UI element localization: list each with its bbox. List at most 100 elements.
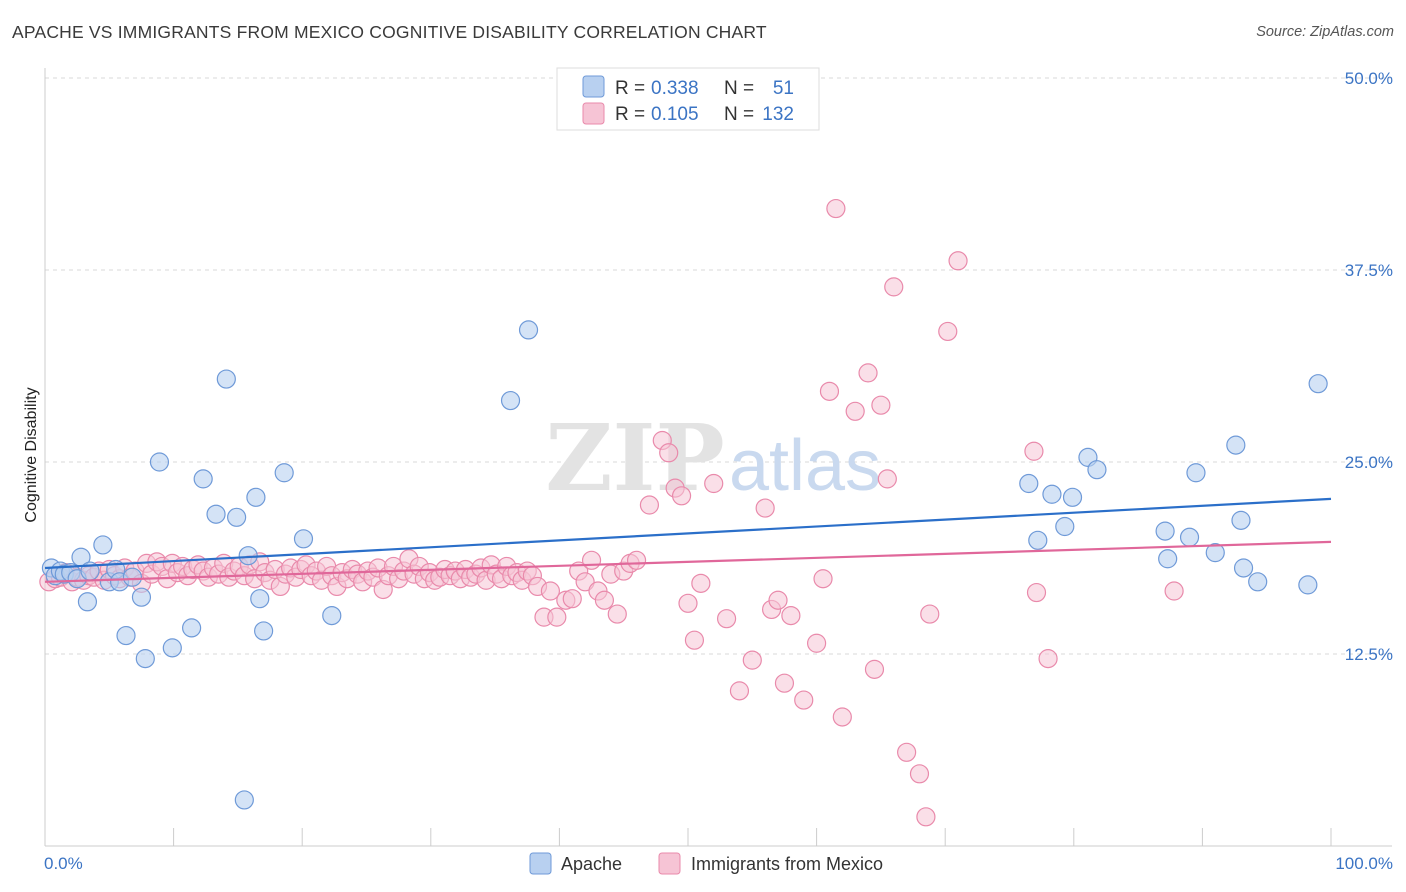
apache-point — [162, 638, 182, 658]
apache-point — [1298, 575, 1318, 595]
apache-point — [1028, 530, 1048, 550]
apache-point — [1158, 549, 1178, 569]
mexico-point — [540, 581, 560, 601]
apache-point — [122, 567, 143, 587]
apache-point — [246, 487, 266, 507]
legend: R = 0.338 N = 51 R = 0.105 N = 132 — [556, 67, 820, 131]
apache-point — [116, 625, 136, 646]
mexico-point — [1026, 582, 1047, 603]
apache-point — [206, 504, 226, 524]
apache-point — [131, 587, 152, 607]
apache-point — [1062, 487, 1083, 507]
apache-point — [1231, 510, 1251, 530]
mexico-point — [794, 690, 814, 710]
apache-point — [1226, 435, 1246, 455]
apache-point — [93, 535, 113, 555]
mexico-point — [671, 486, 692, 506]
legend-r-value-1: 0.338 — [651, 78, 699, 99]
mexico-point — [742, 650, 762, 670]
legend-r-label-1: R = — [615, 78, 645, 99]
mexico-point — [659, 443, 679, 463]
mexico-point — [938, 321, 958, 342]
watermark: ZIP atlas — [545, 404, 881, 512]
apache-point — [322, 605, 342, 626]
apache-point — [193, 469, 213, 489]
watermark-zip: ZIP — [545, 404, 724, 512]
apache-point — [1042, 484, 1062, 504]
apache-point — [518, 320, 539, 340]
legend-n-value-2: 132 — [762, 104, 794, 125]
apache-point — [250, 589, 270, 609]
mexico-point — [813, 569, 833, 589]
mexico-point — [581, 550, 602, 570]
mexico-point — [871, 395, 891, 415]
mexico-point — [916, 807, 936, 827]
mexico-point — [626, 550, 647, 570]
apache-point — [1179, 527, 1200, 547]
gridlines — [45, 77, 1392, 655]
apache-point — [1019, 473, 1039, 494]
axes — [44, 68, 1392, 847]
legend-r-value-2: 0.105 — [651, 104, 699, 125]
mexico-point — [639, 495, 660, 515]
apache-point — [1248, 572, 1268, 592]
mexico-point — [774, 673, 795, 693]
series-apache — [41, 320, 1328, 810]
mexico-point — [826, 198, 846, 219]
mexico-point — [594, 590, 615, 610]
mexico-point — [678, 593, 698, 613]
series-immigrants-from-mexico — [39, 198, 1184, 827]
bottom-legend: Apache Immigrants from Mexico — [529, 852, 883, 875]
legend-swatch-mexico — [582, 102, 605, 125]
apache-point — [1233, 558, 1254, 578]
legend-n-label-2: N = — [724, 104, 754, 125]
apache-point — [234, 790, 254, 810]
legend-swatch-apache — [582, 75, 605, 98]
bottom-legend-apache: Apache — [561, 854, 622, 874]
watermark-atlas: atlas — [729, 426, 881, 506]
mexico-point — [607, 604, 627, 624]
mexico-point — [832, 707, 852, 727]
tick-labels: 12.5% 25.0% 37.5% 50.0% 0.0% 100.0% — [44, 69, 1393, 873]
apache-point — [254, 621, 274, 641]
mexico-point — [1164, 581, 1184, 601]
mexico-trend-line — [44, 540, 1332, 583]
bottom-legend-swatch-apache — [529, 852, 552, 875]
y-tick-label: 37.5% — [1345, 261, 1393, 280]
apache-point — [149, 452, 170, 472]
bottom-legend-swatch-mexico — [658, 852, 681, 875]
mexico-point — [948, 251, 968, 271]
mexico-point — [755, 498, 775, 518]
mexico-point — [704, 473, 724, 494]
legend-n-value-1: 51 — [773, 78, 794, 99]
legend-r-label-2: R = — [615, 104, 645, 125]
mexico-point — [897, 742, 917, 762]
y-tick-label: 25.0% — [1345, 453, 1393, 472]
mexico-point — [729, 681, 750, 701]
mexico-point — [819, 381, 840, 401]
mexico-point — [920, 604, 940, 624]
apache-trend-line — [44, 497, 1332, 570]
mexico-point — [1024, 441, 1044, 461]
apache-point — [274, 463, 294, 483]
apache-point — [216, 369, 236, 389]
mexico-point — [768, 590, 788, 610]
chart-title: APACHE VS IMMIGRANTS FROM MEXICO COGNITI… — [12, 22, 767, 42]
mexico-point — [716, 609, 737, 629]
mexico-point — [845, 401, 865, 421]
mexico-point — [684, 630, 705, 650]
mexico-point — [884, 277, 904, 297]
y-tick-label: 12.5% — [1345, 645, 1393, 664]
apache-point — [500, 390, 521, 411]
legend-n-label-1: N = — [724, 78, 754, 99]
apache-point — [1186, 463, 1206, 483]
apache-point — [135, 649, 155, 669]
bottom-legend-mexico: Immigrants from Mexico — [691, 854, 883, 874]
mexico-point — [909, 764, 930, 784]
x-tick-label: 100.0% — [1335, 854, 1393, 873]
mexico-point — [691, 573, 711, 593]
apache-point — [1087, 460, 1107, 480]
mexico-point — [781, 605, 801, 626]
apache-point — [293, 529, 314, 549]
